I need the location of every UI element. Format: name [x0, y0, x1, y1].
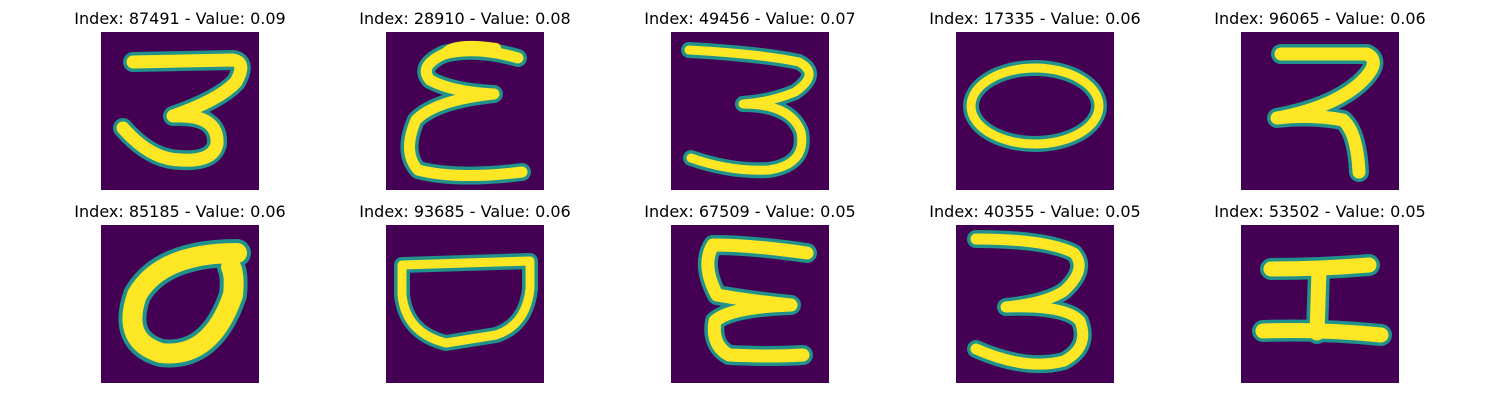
- panel-title: Index: 28910 - Value: 0.08: [359, 9, 571, 28]
- panel-title: Index: 49456 - Value: 0.07: [644, 9, 856, 28]
- panel-8: Index: 67509 - Value: 0.05: [615, 203, 885, 383]
- panel-title: Index: 67509 - Value: 0.05: [644, 202, 856, 221]
- panel-title: Index: 17335 - Value: 0.06: [929, 9, 1141, 28]
- panel-title: Index: 53502 - Value: 0.05: [1214, 202, 1426, 221]
- panel-title: Index: 93685 - Value: 0.06: [359, 202, 571, 221]
- digit-image: [956, 225, 1114, 383]
- digit-image: [671, 225, 829, 383]
- digit-image: [386, 225, 544, 383]
- digit-image: [1241, 225, 1399, 383]
- panel-2: Index: 28910 - Value: 0.08: [330, 10, 600, 190]
- panel-5: Index: 96065 - Value: 0.06: [1185, 10, 1455, 190]
- digit-image: [101, 225, 259, 383]
- digit-image: [386, 32, 544, 190]
- digit-image: [1241, 32, 1399, 190]
- panel-7: Index: 93685 - Value: 0.06: [330, 203, 600, 383]
- panel-title: Index: 85185 - Value: 0.06: [74, 202, 286, 221]
- panel-1: Index: 87491 - Value: 0.09: [45, 10, 315, 190]
- panel-10: Index: 53502 - Value: 0.05: [1185, 203, 1455, 383]
- panel-title: Index: 96065 - Value: 0.06: [1214, 9, 1426, 28]
- panel-6: Index: 85185 - Value: 0.06: [45, 203, 315, 383]
- digit-image: [956, 32, 1114, 190]
- panel-3: Index: 49456 - Value: 0.07: [615, 10, 885, 190]
- digit-image: [101, 32, 259, 190]
- panel-title: Index: 87491 - Value: 0.09: [74, 9, 286, 28]
- panel-4: Index: 17335 - Value: 0.06: [900, 10, 1170, 190]
- digit-image: [671, 32, 829, 190]
- panel-title: Index: 40355 - Value: 0.05: [929, 202, 1141, 221]
- panel-9: Index: 40355 - Value: 0.05: [900, 203, 1170, 383]
